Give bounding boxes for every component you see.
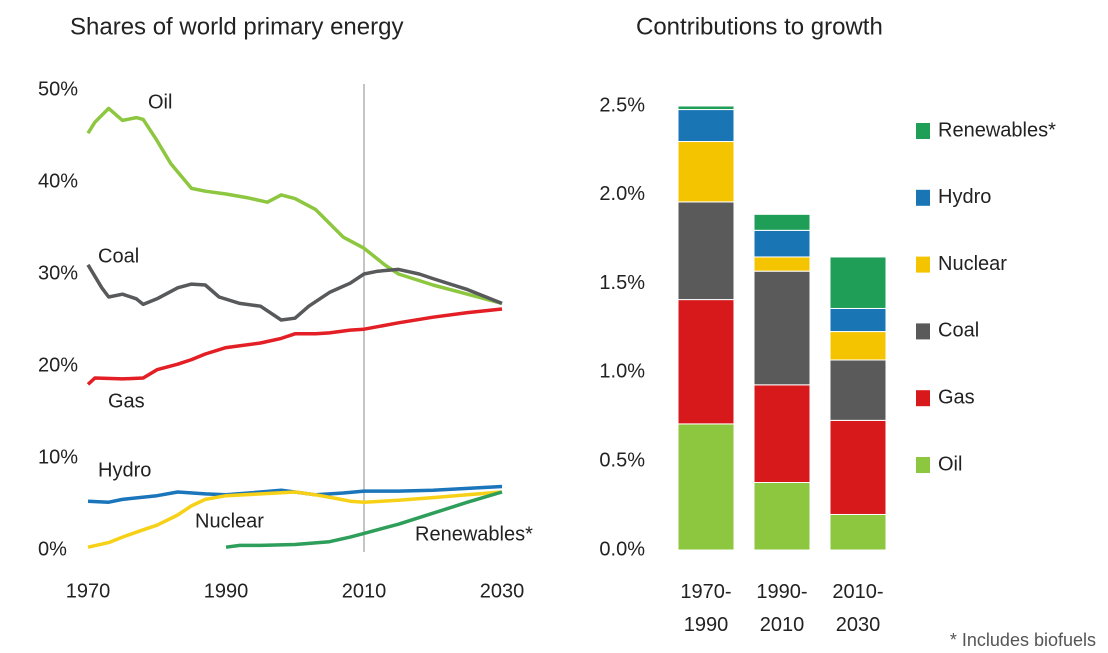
x-tick-label: 2010	[342, 580, 387, 602]
y-tick-label: 0.5%	[599, 449, 645, 471]
y-tick-label: 0%	[38, 538, 67, 560]
bar-segment	[753, 229, 811, 258]
x-tick-label: 1990-2010	[756, 581, 808, 636]
series-line	[86, 307, 503, 386]
x-tick-label: 1970	[66, 580, 111, 602]
chart-title: Shares of world primary energy	[70, 13, 403, 40]
y-tick-label: 1.5%	[599, 272, 645, 294]
legend-swatch	[916, 189, 930, 206]
legend-swatch	[916, 123, 930, 139]
legend-swatch	[916, 390, 930, 407]
series-label: Gas	[108, 390, 145, 412]
legend-label: Gas	[938, 386, 975, 408]
legend-swatch	[916, 457, 930, 473]
series-label: Coal	[98, 245, 139, 267]
y-tick-label: 30%	[38, 262, 78, 284]
series-line	[86, 106, 503, 306]
legend-label: Oil	[938, 453, 962, 475]
legend-label: Coal	[938, 320, 979, 342]
series-line	[87, 484, 503, 504]
series-label: Nuclear	[195, 510, 264, 532]
bar-segment	[753, 256, 811, 272]
legend-label: Nuclear	[938, 253, 1007, 275]
bar-segment	[753, 213, 811, 231]
series-line	[86, 263, 503, 322]
bar-segment	[829, 256, 887, 309]
series-line	[87, 490, 503, 549]
series-label: Oil	[148, 91, 172, 113]
bar-segment	[829, 331, 887, 361]
legend-swatch	[916, 323, 930, 340]
y-tick-label: 40%	[38, 170, 78, 192]
bar-segment	[677, 141, 735, 203]
y-tick-label: 2.0%	[599, 183, 645, 205]
y-tick-label: 50%	[38, 78, 78, 100]
bar-segment	[677, 299, 735, 425]
bar-segment	[829, 359, 887, 421]
bar-segment	[677, 109, 735, 143]
bar-segment	[753, 384, 811, 484]
x-tick-label: 1990	[204, 580, 249, 602]
y-tick-label: 1.0%	[599, 361, 645, 383]
bar-segment	[829, 307, 887, 333]
x-tick-label: 1970-1990	[680, 581, 732, 636]
legend-swatch	[916, 256, 930, 273]
footnote: * Includes biofuels	[949, 630, 1096, 650]
legend-label: Renewables*	[938, 119, 1056, 141]
bar-segment	[677, 423, 735, 551]
y-tick-label: 10%	[38, 446, 78, 468]
chart-title: Contributions to growth	[636, 13, 883, 40]
bar-segment	[753, 482, 811, 551]
series-label: Renewables*	[415, 523, 533, 545]
bar-segment	[677, 105, 735, 111]
bar-segment	[753, 270, 811, 386]
bar-segment	[677, 201, 735, 301]
x-tick-label: 2030	[480, 580, 525, 602]
y-tick-label: 2.5%	[599, 94, 645, 116]
series-line	[225, 490, 503, 549]
y-tick-label: 0.0%	[599, 538, 645, 560]
legend-label: Hydro	[938, 186, 991, 208]
y-tick-label: 20%	[38, 354, 78, 376]
bar-segment	[829, 513, 887, 551]
series-label: Hydro	[98, 459, 151, 481]
bar-segment	[829, 419, 887, 515]
x-tick-label: 2010-2030	[832, 581, 884, 636]
